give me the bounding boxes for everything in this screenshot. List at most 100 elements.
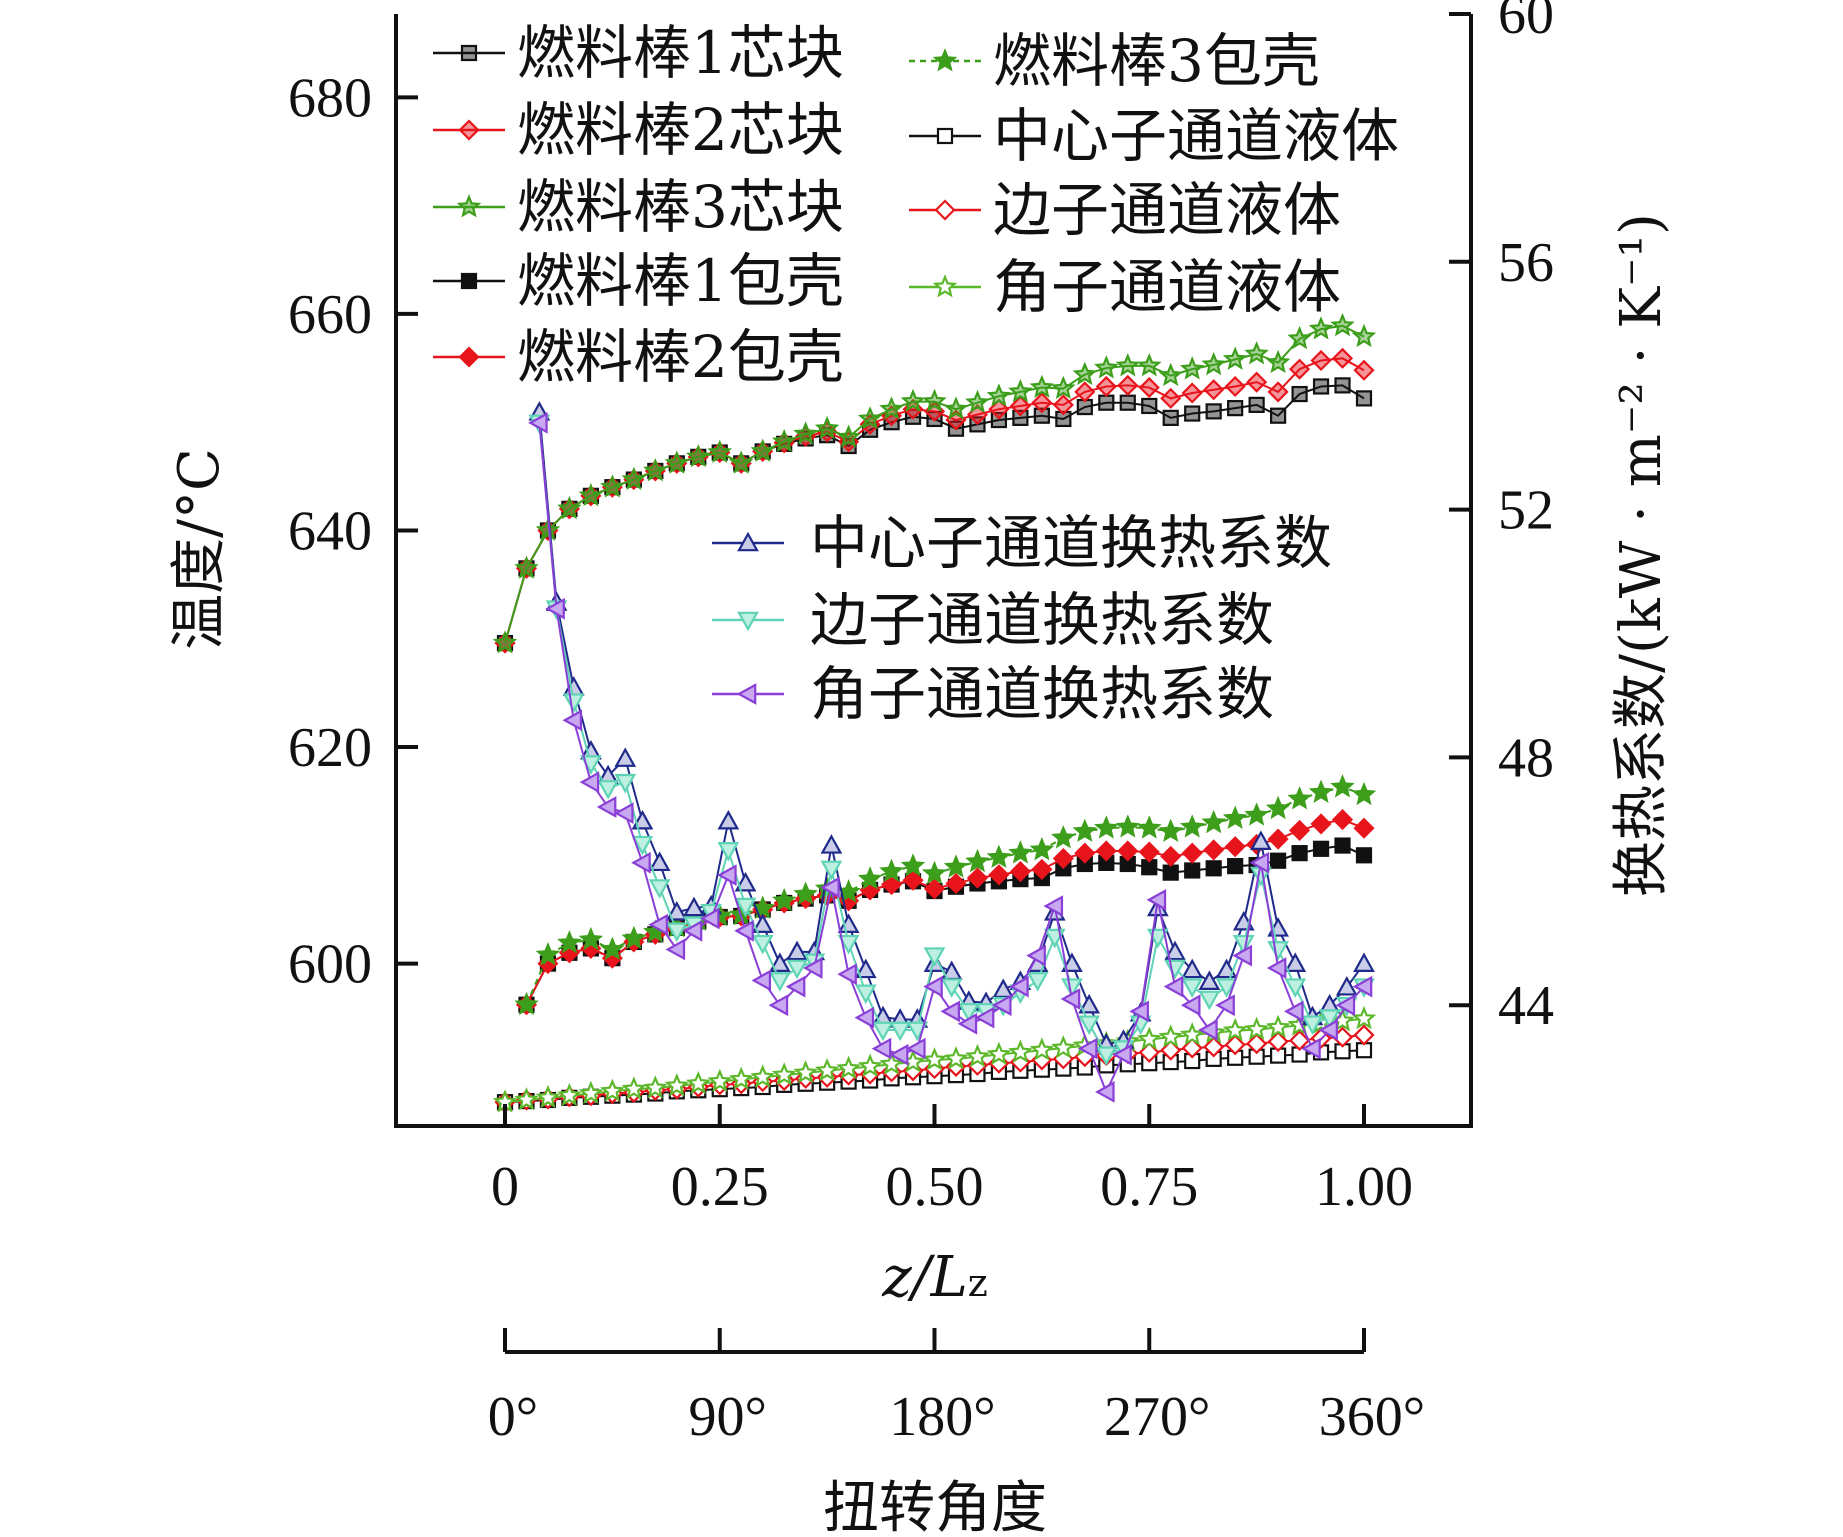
star-marker: [728, 1066, 754, 1090]
star-marker: [1008, 840, 1033, 864]
square-marker: [1205, 403, 1222, 420]
diamond-marker: [1353, 817, 1375, 839]
triangle-marker: [1112, 1043, 1132, 1066]
triangle-marker: [872, 1021, 894, 1042]
triangle-marker: [923, 975, 943, 998]
diamond-marker: [1289, 1029, 1311, 1052]
triangle-marker: [614, 773, 637, 794]
star-marker: [922, 388, 947, 413]
triangle-marker: [665, 901, 688, 921]
diamond-marker: [1353, 359, 1375, 381]
star-marker: [1330, 312, 1355, 337]
star-marker: [1008, 379, 1033, 403]
star-marker: [900, 853, 926, 877]
star-marker: [793, 1060, 818, 1084]
triangle-marker: [717, 864, 737, 886]
square-marker: [1119, 394, 1136, 411]
star-marker: [535, 517, 561, 541]
legend-item: 边子通道液体: [909, 176, 1341, 244]
star-marker: [1244, 341, 1269, 365]
star-marker: [1222, 346, 1248, 370]
triangle-marker: [751, 934, 774, 955]
star-marker: [600, 474, 625, 498]
star-marker: [771, 428, 797, 453]
triangle-marker: [1095, 1046, 1118, 1067]
star-marker: [932, 48, 958, 72]
triangle-marker: [854, 984, 877, 1005]
square-marker: [1184, 862, 1201, 879]
triangle-marker: [1267, 941, 1289, 961]
diamond-marker: [458, 119, 480, 141]
star-marker: [492, 630, 518, 654]
star-marker: [1244, 1016, 1269, 1041]
triangle-marker: [1266, 957, 1287, 979]
diamond-marker: [1031, 392, 1053, 414]
diamond-marker: [1310, 349, 1332, 372]
legend-item: 燃料棒2包壳: [433, 323, 844, 391]
star-marker: [1308, 779, 1334, 803]
triangle-marker: [1318, 1009, 1341, 1029]
legend-item: 燃料棒2芯块: [433, 96, 844, 164]
square-marker: [1312, 378, 1330, 395]
star-marker: [707, 1068, 733, 1093]
triangle-marker: [648, 851, 671, 872]
square-marker: [1248, 396, 1265, 413]
triangle-marker: [1232, 934, 1255, 955]
star-marker: [965, 1043, 990, 1068]
star-marker: [514, 555, 539, 579]
x-axis-label-sub: z: [968, 1261, 988, 1305]
square-marker: [1227, 400, 1244, 417]
triangle-marker: [734, 919, 754, 942]
legend-item: 角子通道换热系数: [712, 660, 1274, 728]
triangle-marker: [1284, 952, 1307, 972]
triangle-marker: [906, 1037, 926, 1060]
star-marker: [1029, 374, 1055, 398]
star-marker: [1136, 353, 1162, 377]
star-marker: [557, 495, 582, 520]
diamond-marker: [1331, 347, 1354, 369]
star-marker: [707, 439, 733, 463]
legend-label: 中心子通道换热系数: [810, 509, 1332, 577]
triangle-marker: [1026, 944, 1046, 967]
diamond-marker: [988, 864, 1010, 886]
triangle-marker: [974, 1006, 995, 1029]
star-marker: [456, 194, 482, 218]
star-marker: [514, 991, 539, 1016]
star-marker: [1201, 351, 1226, 376]
star-marker: [879, 1051, 904, 1075]
star-marker: [943, 854, 969, 878]
square-marker: [1098, 394, 1115, 411]
star-marker: [1051, 1035, 1076, 1059]
triangle-marker: [597, 780, 619, 800]
star-marker: [578, 482, 604, 507]
triangle-marker: [957, 1012, 978, 1035]
star-marker: [686, 1070, 711, 1095]
triangle-marker: [1095, 1081, 1115, 1103]
diamond-marker: [1009, 860, 1031, 883]
triangle-marker: [665, 922, 688, 943]
y-left-tick-label: 680: [288, 67, 372, 129]
diamond-marker: [1074, 381, 1096, 403]
triangle-marker: [631, 851, 651, 874]
diamond-marker: [1246, 1033, 1268, 1055]
secondary-x-axis-label: 扭转角度: [823, 1476, 1047, 1537]
square-marker: [1205, 860, 1222, 877]
star-marker: [1287, 786, 1312, 810]
square-marker: [990, 411, 1008, 429]
square-marker: [1033, 407, 1050, 424]
star-marker: [728, 450, 754, 474]
triangle-marker: [854, 958, 877, 979]
diamond-marker: [966, 867, 989, 889]
star-marker: [836, 1055, 861, 1080]
square-marker: [1162, 409, 1179, 426]
star-marker: [922, 1047, 947, 1071]
diamond-marker: [902, 869, 924, 891]
triangle-marker: [1335, 994, 1356, 1017]
triangle-marker: [648, 879, 671, 899]
series-layer: [492, 312, 1377, 1113]
star-marker: [836, 424, 861, 448]
triangle-marker: [699, 907, 720, 930]
diamond-marker: [1203, 839, 1225, 861]
legend-label: 角子通道液体: [993, 253, 1341, 321]
square-marker: [1334, 377, 1351, 394]
